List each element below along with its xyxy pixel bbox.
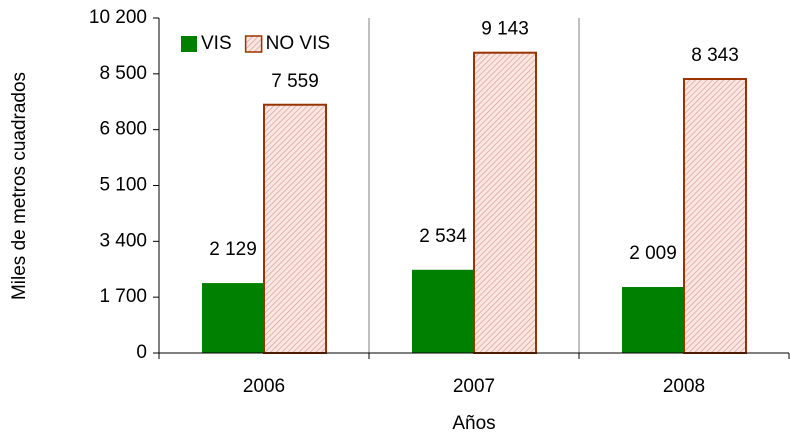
- y-tick-label: 8 500: [99, 63, 147, 84]
- x-tick-label: 2007: [453, 376, 495, 397]
- y-tick-label: 10 200: [89, 7, 147, 28]
- value-label: 7 559: [271, 71, 319, 92]
- value-label: 9 143: [481, 19, 529, 40]
- x-tick-label: 2008: [663, 376, 705, 397]
- y-tick-label: 3 400: [99, 230, 147, 251]
- y-axis-label: Miles de metros cuadrados: [9, 72, 30, 300]
- bar: [263, 103, 327, 354]
- x-tick-label: 2006: [243, 376, 285, 397]
- value-label: 2 534: [419, 226, 467, 247]
- bar: [622, 287, 684, 353]
- value-label: 8 343: [691, 45, 739, 66]
- bar: [412, 269, 474, 353]
- y-tick-label: 0: [136, 342, 147, 363]
- y-tick-label: 5 100: [99, 175, 147, 196]
- bar: [473, 51, 537, 354]
- bar: [202, 283, 264, 353]
- value-label: 2 129: [209, 239, 257, 260]
- legend-label: NO VIS: [266, 33, 330, 54]
- legend-swatch: [181, 36, 197, 52]
- legend-swatch: [244, 35, 263, 53]
- y-tick-label: 6 800: [99, 119, 147, 140]
- legend-label: VIS: [201, 33, 232, 54]
- bar: [683, 77, 747, 354]
- y-tick-label: 1 700: [99, 286, 147, 307]
- value-label: 2 009: [629, 243, 677, 264]
- x-axis-label: Años: [452, 413, 495, 434]
